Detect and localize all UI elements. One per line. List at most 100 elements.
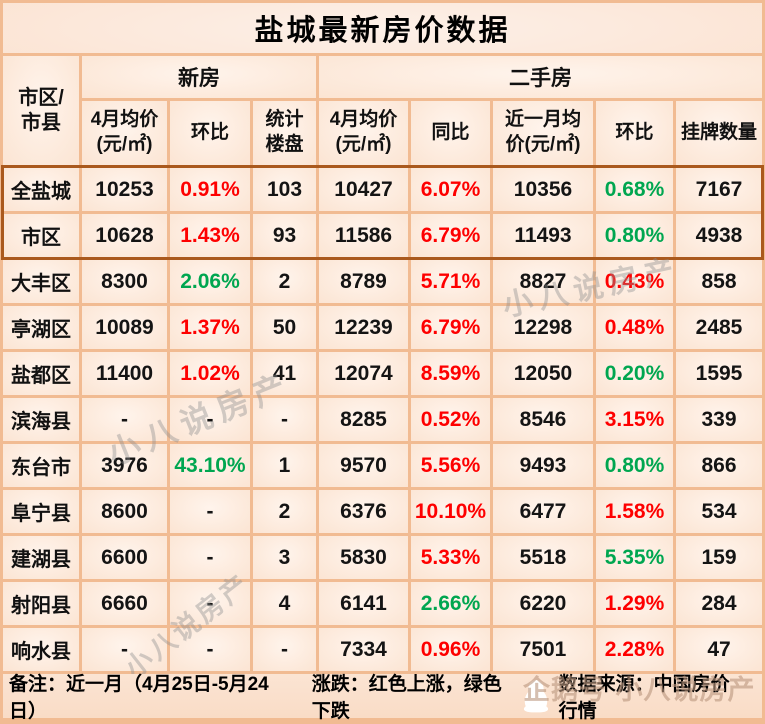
- table-cell-r6-c4: 5.56%: [411, 444, 490, 487]
- table-cell-r9-c7: 284: [676, 582, 762, 625]
- table-cell-r2-c3: 8789: [319, 260, 408, 303]
- table-cell-r3-c0: 10089: [82, 306, 167, 349]
- table-cell-r1-c5: 11493: [493, 214, 593, 257]
- page-title: 盐城最新房价数据: [254, 15, 511, 47]
- table-cell-r5-c4: 0.52%: [411, 398, 490, 441]
- column-header-3: 4月均价 (元/㎡): [319, 101, 408, 165]
- table-cell-r4-c4: 8.59%: [411, 352, 490, 395]
- table-cell-r1-c3: 11586: [319, 214, 408, 257]
- table-cell-r10-c3: 7334: [319, 628, 408, 671]
- table-cell-r8-c6: 5.35%: [596, 536, 673, 579]
- table-cell-r9-c6: 1.29%: [596, 582, 673, 625]
- row-header-1: 市区: [3, 214, 79, 257]
- table-cell-r6-c0: 3976: [82, 444, 167, 487]
- table-cell-r2-c4: 5.71%: [411, 260, 490, 303]
- table-cell-r3-c1: 1.37%: [170, 306, 250, 349]
- table-cell-r10-c4: 0.96%: [411, 628, 490, 671]
- row-header-2: 大丰区: [3, 260, 79, 303]
- table-cell-r8-c0: 6600: [82, 536, 167, 579]
- table-cell-r4-c1: 1.02%: [170, 352, 250, 395]
- table-cell-r2-c5: 8827: [493, 260, 593, 303]
- table-cell-r4-c6: 0.20%: [596, 352, 673, 395]
- table-cell-r8-c3: 5830: [319, 536, 408, 579]
- table-cell-r7-c3: 6376: [319, 490, 408, 533]
- row-header-5: 滨海县: [3, 398, 79, 441]
- table-cell-r6-c1: 43.10%: [170, 444, 250, 487]
- table-cell-r5-c7: 339: [676, 398, 762, 441]
- table-cell-r10-c2: -: [253, 628, 316, 671]
- table-cell-r1-c4: 6.79%: [411, 214, 490, 257]
- penguin-icon: [523, 680, 548, 713]
- table-cell-r8-c4: 5.33%: [411, 536, 490, 579]
- table-cell-r2-c0: 8300: [82, 260, 167, 303]
- title-bar: 盐城最新房价数据: [3, 3, 762, 53]
- table-cell-r7-c0: 8600: [82, 490, 167, 533]
- table-cell-r3-c6: 0.48%: [596, 306, 673, 349]
- table-cell-r0-c2: 103: [253, 168, 316, 211]
- table-cell-r7-c1: -: [170, 490, 250, 533]
- table-cell-r2-c6: 0.43%: [596, 260, 673, 303]
- table-cell-r4-c7: 1595: [676, 352, 762, 395]
- table-cell-r3-c4: 6.79%: [411, 306, 490, 349]
- table-cell-r8-c2: 3: [253, 536, 316, 579]
- row-header-8: 建湖县: [3, 536, 79, 579]
- table-cell-r0-c6: 0.68%: [596, 168, 673, 211]
- table-cell-r10-c5: 7501: [493, 628, 593, 671]
- table-cell-r5-c2: -: [253, 398, 316, 441]
- table-cell-r7-c6: 1.58%: [596, 490, 673, 533]
- table-cell-r10-c0: -: [82, 628, 167, 671]
- footer-source: 数据来源：中国房价行情: [558, 674, 730, 722]
- table-cell-r7-c4: 10.10%: [411, 490, 490, 533]
- table-cell-r7-c5: 6477: [493, 490, 593, 533]
- column-header-0: 4月均价 (元/㎡): [82, 101, 167, 165]
- table-cell-r9-c1: -: [170, 582, 250, 625]
- table-cell-r9-c5: 6220: [493, 582, 593, 625]
- table-cell-r1-c1: 1.43%: [170, 214, 250, 257]
- row-header-6: 东台市: [3, 444, 79, 487]
- table-cell-r4-c2: 41: [253, 352, 316, 395]
- column-header-1: 环比: [170, 101, 250, 165]
- table-cell-r0-c4: 6.07%: [411, 168, 490, 211]
- column-header-5: 近一月均 价(元/㎡): [493, 101, 593, 165]
- table-cell-r7-c7: 534: [676, 490, 762, 533]
- row-header-4: 盐都区: [3, 352, 79, 395]
- table-cell-r6-c5: 9493: [493, 444, 593, 487]
- table-cell-r1-c7: 4938: [676, 214, 762, 257]
- table-cell-r10-c7: 47: [676, 628, 762, 671]
- table-cell-r0-c3: 10427: [319, 168, 408, 211]
- footer-right: 数据来源：中国房价行情: [521, 669, 748, 723]
- table-cell-r5-c3: 8285: [319, 398, 408, 441]
- footer-note: 备注：近一月（4月25日-5月24日）: [9, 674, 269, 722]
- table-cell-r2-c1: 2.06%: [170, 260, 250, 303]
- table-cell-r9-c3: 6141: [319, 582, 408, 625]
- table-cell-r0-c7: 7167: [676, 168, 762, 211]
- table-cell-r5-c0: -: [82, 398, 167, 441]
- corner-header: 市区/ 市县: [3, 56, 79, 165]
- row-header-9: 射阳县: [3, 582, 79, 625]
- table-cell-r3-c2: 50: [253, 306, 316, 349]
- table-cell-r10-c6: 2.28%: [596, 628, 673, 671]
- table-cell-r9-c4: 2.66%: [411, 582, 490, 625]
- row-header-0: 全盐城: [3, 168, 79, 211]
- row-header-3: 亭湖区: [3, 306, 79, 349]
- column-header-4: 同比: [411, 101, 490, 165]
- row-header-7: 阜宁县: [3, 490, 79, 533]
- row-header-10: 响水县: [3, 628, 79, 671]
- footer-left: 备注：近一月（4月25日-5月24日） 涨跌：红色上涨，绿色下跌: [9, 669, 521, 723]
- group-header-new-house: 新房: [82, 56, 316, 98]
- table-cell-r4-c5: 12050: [493, 352, 593, 395]
- footer-legend: 涨跌：红色上涨，绿色下跌: [311, 674, 502, 722]
- table-cell-r5-c1: -: [170, 398, 250, 441]
- table-cell-r3-c3: 12239: [319, 306, 408, 349]
- table-cell-r4-c3: 12074: [319, 352, 408, 395]
- table-cell-r9-c2: 4: [253, 582, 316, 625]
- table-cell-r4-c0: 11400: [82, 352, 167, 395]
- table-cell-r6-c2: 1: [253, 444, 316, 487]
- table-cell-r8-c5: 5518: [493, 536, 593, 579]
- table-cell-r1-c2: 93: [253, 214, 316, 257]
- table-cell-r8-c7: 159: [676, 536, 762, 579]
- table-cell-r3-c5: 12298: [493, 306, 593, 349]
- table-cell-r5-c5: 8546: [493, 398, 593, 441]
- column-header-6: 环比: [596, 101, 673, 165]
